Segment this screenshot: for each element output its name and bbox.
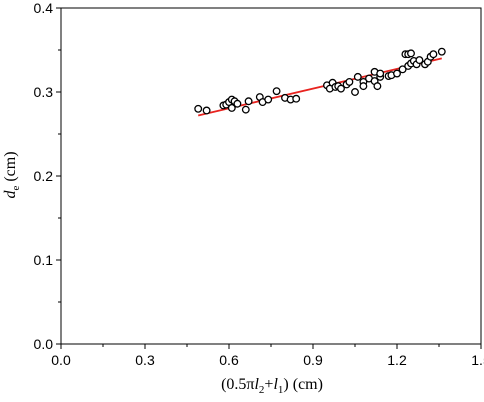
x-tick-label: 1.5 [471,352,484,368]
data-points [194,47,446,115]
data-point [359,82,368,91]
x-axis-title-l1: l [273,376,278,393]
y-axis-title: de (cm) [2,151,22,198]
x-axis-title-sub2: 2 [259,384,265,396]
x-tick-label: 0.3 [135,352,155,368]
data-point [241,105,250,114]
y-axis-title-d: d [2,190,19,199]
x-tick-label: 1.2 [387,352,407,368]
data-point [407,49,415,58]
data-point [337,84,345,93]
data-point [227,104,236,112]
y-axis: 0.0 0.1 0.2 0.3 0.4 [34,0,61,352]
x-axis-title: (0.5πl2+l1) (cm) [221,376,323,396]
y-axis-title-unit: (cm) [2,151,19,185]
data-point [244,97,253,106]
x-axis-title-sub1: 1 [278,384,284,396]
data-point [429,50,438,59]
y-tick-label: 0.0 [34,336,54,352]
data-point [415,56,424,65]
x-axis-title-plus: + [264,376,273,393]
y-tick-label: 0.1 [34,252,54,268]
data-point [345,77,354,86]
y-axis-title-sub-e: e [10,186,22,191]
x-tick-label: 0.0 [51,352,71,368]
y-tick-label: 0.2 [34,168,54,184]
data-point [264,95,273,104]
data-point [351,88,359,96]
y-tick-label: 0.4 [34,0,54,16]
data-point [272,87,281,96]
data-point [437,47,446,56]
x-axis-title-unit: ) (cm) [283,376,323,393]
data-point [353,72,362,81]
x-tick-label: 0.9 [303,352,323,368]
data-point [194,104,203,113]
data-point [292,94,301,103]
data-point [233,99,242,108]
x-axis-title-l2: l [254,376,259,393]
data-point [202,106,211,115]
data-point [373,82,382,91]
data-point [393,69,401,78]
data-point [398,65,407,74]
x-axis-title-open: (0.5π [221,376,254,393]
x-axis: 0.0 0.3 0.6 0.9 1.2 1.5 [51,344,484,368]
data-point [376,69,385,78]
y-tick-label: 0.3 [34,84,54,100]
x-tick-label: 0.6 [219,352,239,368]
